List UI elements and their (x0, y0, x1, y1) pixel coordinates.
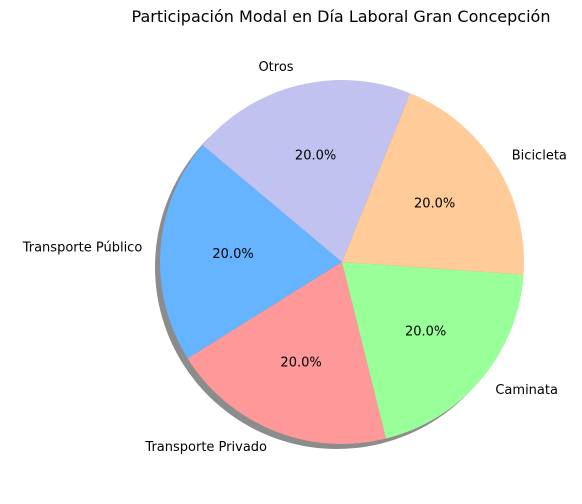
pie-slice-transporte-privado (187, 262, 387, 444)
slice-percent-caminata: 20.0% (405, 325, 446, 340)
slice-percent-otros: 20.0% (295, 149, 336, 164)
slice-label-transporte-privado: Transporte Privado (144, 440, 267, 455)
slice-percent-transporte-publico: 20.0% (212, 247, 253, 262)
slice-label-transporte-publico: Transporte Público (22, 241, 143, 256)
pie-slice-caminata (342, 262, 524, 439)
slice-label-caminata: Caminata (495, 383, 558, 398)
slice-percent-bicicleta: 20.0% (414, 197, 455, 212)
chart-title: Participación Modal en Día Laboral Gran … (131, 7, 551, 26)
slice-label-bicicleta: Bicicleta (512, 148, 567, 163)
slice-label-otros: Otros (258, 60, 293, 75)
pie-slice-bicicleta (342, 93, 524, 275)
pie-slice-otros (202, 79, 411, 262)
pie-slice-transporte-publico (159, 145, 342, 359)
slice-percent-transporte-privado: 20.0% (280, 356, 321, 371)
